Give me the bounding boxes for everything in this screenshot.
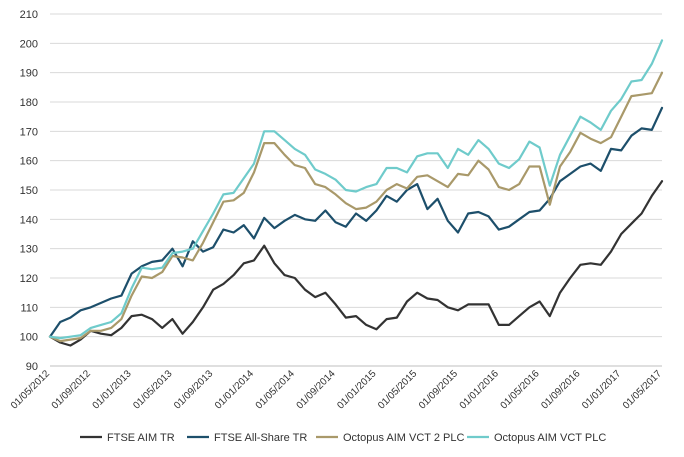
x-tick-label: 01/05/2016 [499, 368, 542, 411]
series-line-octopus-aim-vct-plc [48, 39, 664, 340]
x-tick-label: 01/01/2013 [91, 368, 134, 411]
x-tick-label: 01/05/2014 [254, 368, 297, 411]
gridlines [50, 13, 662, 367]
y-tick-label: 210 [20, 9, 38, 21]
legend-label: FTSE AIM TR [107, 432, 175, 444]
x-tick-label: 01/09/2012 [50, 368, 93, 411]
x-tick-label: 01/05/2017 [621, 368, 664, 411]
x-tick-label: 01/01/2017 [580, 368, 623, 411]
y-tick-label: 180 [20, 97, 38, 109]
x-tick-label: 01/05/2013 [131, 368, 174, 411]
y-tick-label: 90 [26, 361, 38, 373]
legend: FTSE AIM TR FTSE All-Share TR Octopus AIM … [80, 432, 606, 444]
x-tick-label: 01/05/2012 [9, 368, 52, 411]
y-tick-label: 200 [20, 38, 38, 50]
x-tick-label: 01/09/2013 [172, 368, 215, 411]
x-axis-tick-labels: 01/05/201201/09/201201/01/201301/05/2013… [9, 368, 664, 411]
legend-label: Octopus AIM VCT 2 PLC [343, 432, 465, 444]
y-tick-label: 120 [20, 273, 38, 285]
x-tick-label: 01/01/2015 [335, 368, 378, 411]
series-lines [48, 39, 664, 347]
x-tick-label: 01/05/2015 [376, 368, 419, 411]
series-line-octopus-aim-vct-2-plc [48, 71, 664, 343]
x-tick-label: 01/01/2016 [458, 368, 501, 411]
y-tick-label: 160 [20, 156, 38, 168]
y-axis-tick-labels: 90 100 110 120 130 140 150 160 170 180 190 200 210 [20, 9, 38, 373]
y-tick-label: 170 [20, 126, 38, 138]
x-tick-label: 01/09/2015 [417, 368, 460, 411]
legend-label: Octopus AIM VCT PLC [494, 432, 606, 444]
y-tick-label: 100 [20, 332, 38, 344]
y-tick-label: 190 [20, 68, 38, 80]
y-tick-label: 140 [20, 214, 38, 226]
series-line-ftse-all-share-tr [48, 106, 664, 338]
x-tick-label: 01/09/2016 [539, 368, 582, 411]
y-tick-label: 110 [20, 302, 38, 314]
x-tick-label: 01/09/2014 [295, 368, 338, 411]
y-tick-label: 130 [20, 244, 38, 256]
x-tick-label: 01/01/2014 [213, 368, 256, 411]
series-line-ftse-aim-tr [48, 180, 664, 347]
legend-label: FTSE All-Share TR [214, 432, 307, 444]
y-tick-label: 150 [20, 185, 38, 197]
